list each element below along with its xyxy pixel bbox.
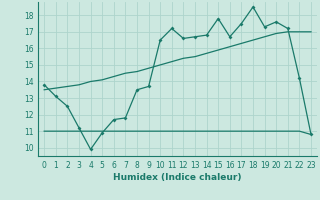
X-axis label: Humidex (Indice chaleur): Humidex (Indice chaleur)	[113, 173, 242, 182]
